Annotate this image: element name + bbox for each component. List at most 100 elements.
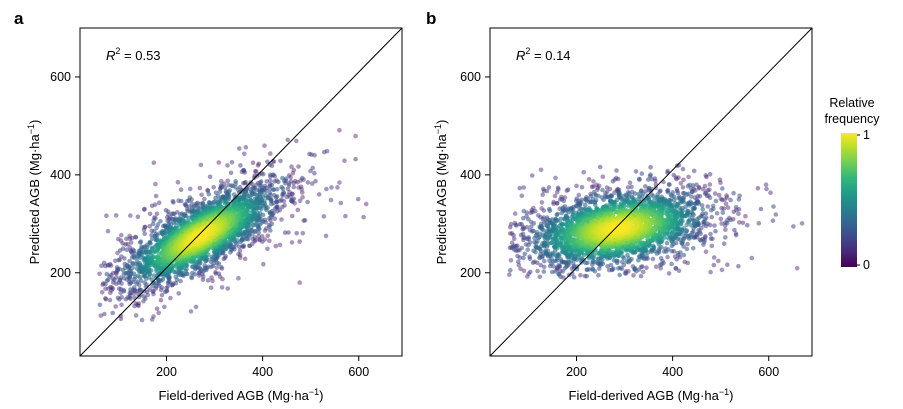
panel-a-data-point	[99, 263, 104, 269]
panel-b-data-point	[551, 199, 556, 205]
panel-a-data-point	[297, 239, 303, 244]
panel-a-data-point	[259, 234, 265, 239]
panel-a-data-point	[337, 180, 342, 185]
panel-b-data-point	[541, 251, 546, 257]
panel-b-data-point	[594, 182, 599, 188]
panel-b-data-point	[536, 235, 541, 241]
panel-b-data-point	[576, 192, 582, 198]
panel-b-data-point	[694, 182, 699, 187]
panel-b-data-point	[608, 262, 614, 268]
panel-b-data-point	[644, 265, 649, 271]
panel-b-data-point	[513, 222, 518, 228]
panel-a-data-point	[272, 216, 278, 221]
panel-b-data-point	[743, 213, 748, 219]
panel-b-data-point	[581, 169, 586, 175]
panel-a-data-point	[209, 264, 214, 270]
panel-a-data-point	[205, 278, 211, 283]
panel-b-data-point	[680, 166, 686, 172]
panel-a-data-point	[263, 188, 269, 194]
panel-a-data-point	[355, 196, 361, 202]
panel-b-data-point	[639, 171, 645, 176]
panel-a-data-point	[288, 194, 293, 200]
panel-a-data-point	[291, 180, 297, 186]
panel-b-data-point	[535, 268, 540, 274]
panel-a-data-point	[108, 290, 113, 296]
panel-b-data-point	[703, 234, 708, 239]
panel-b-data-point	[637, 177, 642, 182]
panel-b-data-point	[556, 263, 561, 268]
panel-b-data-point	[671, 241, 676, 247]
panel-a-data-point	[155, 222, 161, 227]
panel-b-data-point	[720, 186, 725, 191]
panel-b-data-point	[508, 258, 514, 263]
panel-b-data-point	[664, 240, 670, 246]
panel-a-data-point	[301, 218, 307, 223]
panel-b-data-point	[737, 220, 742, 225]
panel-a-data-point	[274, 186, 280, 192]
panel-b-data-point	[627, 180, 633, 185]
panel-b-data-point	[537, 224, 542, 229]
panel-b-data-point	[531, 228, 536, 234]
panel-a-y-tick-label: 600	[50, 70, 71, 84]
panel-b-data-point	[658, 262, 663, 268]
panel-b-data-point	[546, 185, 552, 190]
panel-a-data-point	[141, 298, 146, 304]
panel-a-data-point	[257, 183, 263, 189]
panel-b-data-point	[731, 190, 736, 196]
panel-a-data-point	[267, 178, 273, 184]
panel-a-y-axis-title: Predicted AGB (Mg·ha−1)	[26, 120, 42, 265]
panel-a-data-point	[256, 161, 262, 167]
panel-a-data-point	[168, 295, 173, 301]
panel-a-data-point	[260, 239, 265, 244]
panel-a-data-point	[205, 187, 210, 193]
panel-a-data-point	[277, 242, 283, 248]
panel-b-data-point	[654, 264, 659, 270]
panel-a-data-point	[161, 232, 166, 238]
panel-b-data-point	[550, 269, 555, 275]
panel-b-data-point	[660, 258, 665, 264]
panel-b-data-point	[773, 212, 779, 217]
panel-a-data-point	[198, 162, 204, 168]
panel-a-data-point	[256, 230, 262, 235]
panel-b-data-point	[582, 202, 588, 208]
panel-b-data-point	[556, 271, 562, 277]
panel-b-data-point	[541, 264, 547, 270]
panel-a-data-point	[238, 163, 243, 168]
panel-a-data-point	[124, 236, 129, 242]
panel-a-data-point	[179, 211, 185, 216]
panel-b-data-point	[650, 256, 656, 262]
panel-b-data-point	[678, 181, 684, 186]
panel-a-data-point	[276, 179, 281, 185]
panel-b-data-point	[675, 250, 681, 256]
panel-a-data-point	[241, 168, 247, 174]
panel-b-data-point	[686, 236, 692, 241]
panel-a-data-point	[152, 202, 158, 207]
panel-a-data-point	[147, 287, 152, 292]
panel-a-data-point	[202, 263, 207, 268]
panel-b-data-point	[610, 250, 616, 255]
panel-b-data-point	[522, 251, 528, 257]
panel-a-data-point	[215, 193, 221, 198]
panel-a-data-point	[290, 170, 296, 176]
panel-a-data-point	[290, 191, 295, 197]
panel-a-data-point	[97, 271, 102, 277]
panel-b-data-point	[690, 206, 696, 211]
panel-a-data-point	[342, 158, 347, 163]
panel-b-data-point	[527, 254, 532, 259]
panel-b-data-point	[541, 269, 547, 274]
panel-a-data-point	[305, 199, 310, 205]
panel-b-data-point	[558, 216, 564, 222]
panel-a-data-point	[113, 213, 119, 218]
panel-b-data-point	[667, 182, 672, 187]
panel-a-data-point	[147, 211, 153, 217]
panel-b-data-point	[636, 258, 641, 263]
panel-a-data-point	[256, 234, 261, 239]
panel-a-data-point	[285, 186, 291, 192]
panel-b-data-point	[736, 211, 741, 217]
panel-b-data-point	[590, 266, 596, 272]
panel-b-data-point	[620, 254, 625, 259]
panel-a-data-point	[154, 306, 160, 312]
panel-a-data-point	[286, 173, 292, 178]
panel-b-data-point	[714, 211, 720, 216]
panel-b-data-point	[538, 167, 544, 173]
